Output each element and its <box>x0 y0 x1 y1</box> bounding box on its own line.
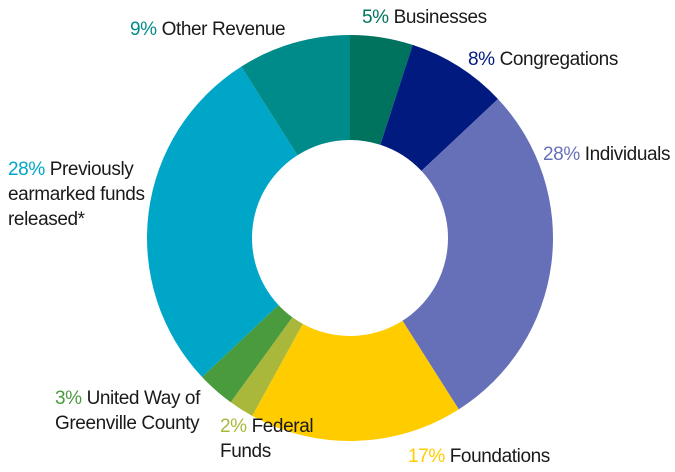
slice <box>146 66 298 377</box>
category-label: Previously earmarked funds released* <box>8 159 145 230</box>
slice <box>202 305 293 403</box>
category-label: United Way of Greenville County <box>55 388 200 434</box>
percent-label: 28% <box>8 159 45 180</box>
slice <box>252 320 459 441</box>
slice <box>241 35 350 156</box>
slice-label: 28% Previously earmarked funds released* <box>8 157 150 232</box>
slice-label: 3% United Way of Greenville County <box>55 386 223 436</box>
slice <box>350 35 413 145</box>
category-label: Congregations <box>499 49 619 70</box>
percent-label: 3% <box>55 388 82 409</box>
slice-label: 17% Foundations <box>408 444 608 469</box>
category-label: Foundations <box>449 446 551 467</box>
category-label: Other Revenue <box>161 19 286 40</box>
category-label: Individuals <box>584 144 671 165</box>
slice <box>402 99 553 410</box>
slice <box>230 317 303 416</box>
percent-label: 17% <box>408 446 445 467</box>
percent-label: 5% <box>362 7 389 28</box>
slice-label: 28% Individuals <box>543 142 673 167</box>
category-label: Businesses <box>393 7 488 28</box>
percent-label: 9% <box>130 19 157 40</box>
slice-label: 9% Other Revenue <box>130 17 330 42</box>
percent-label: 2% <box>220 416 247 437</box>
slice-label: 5% Businesses <box>362 5 562 30</box>
slice-label: 2% Federal Funds <box>220 414 355 464</box>
percent-label: 28% <box>543 144 580 165</box>
slice-label: 8% Congregations <box>468 47 668 72</box>
category-label: Federal Funds <box>220 416 314 462</box>
slice <box>380 44 498 171</box>
percent-label: 8% <box>468 49 495 70</box>
